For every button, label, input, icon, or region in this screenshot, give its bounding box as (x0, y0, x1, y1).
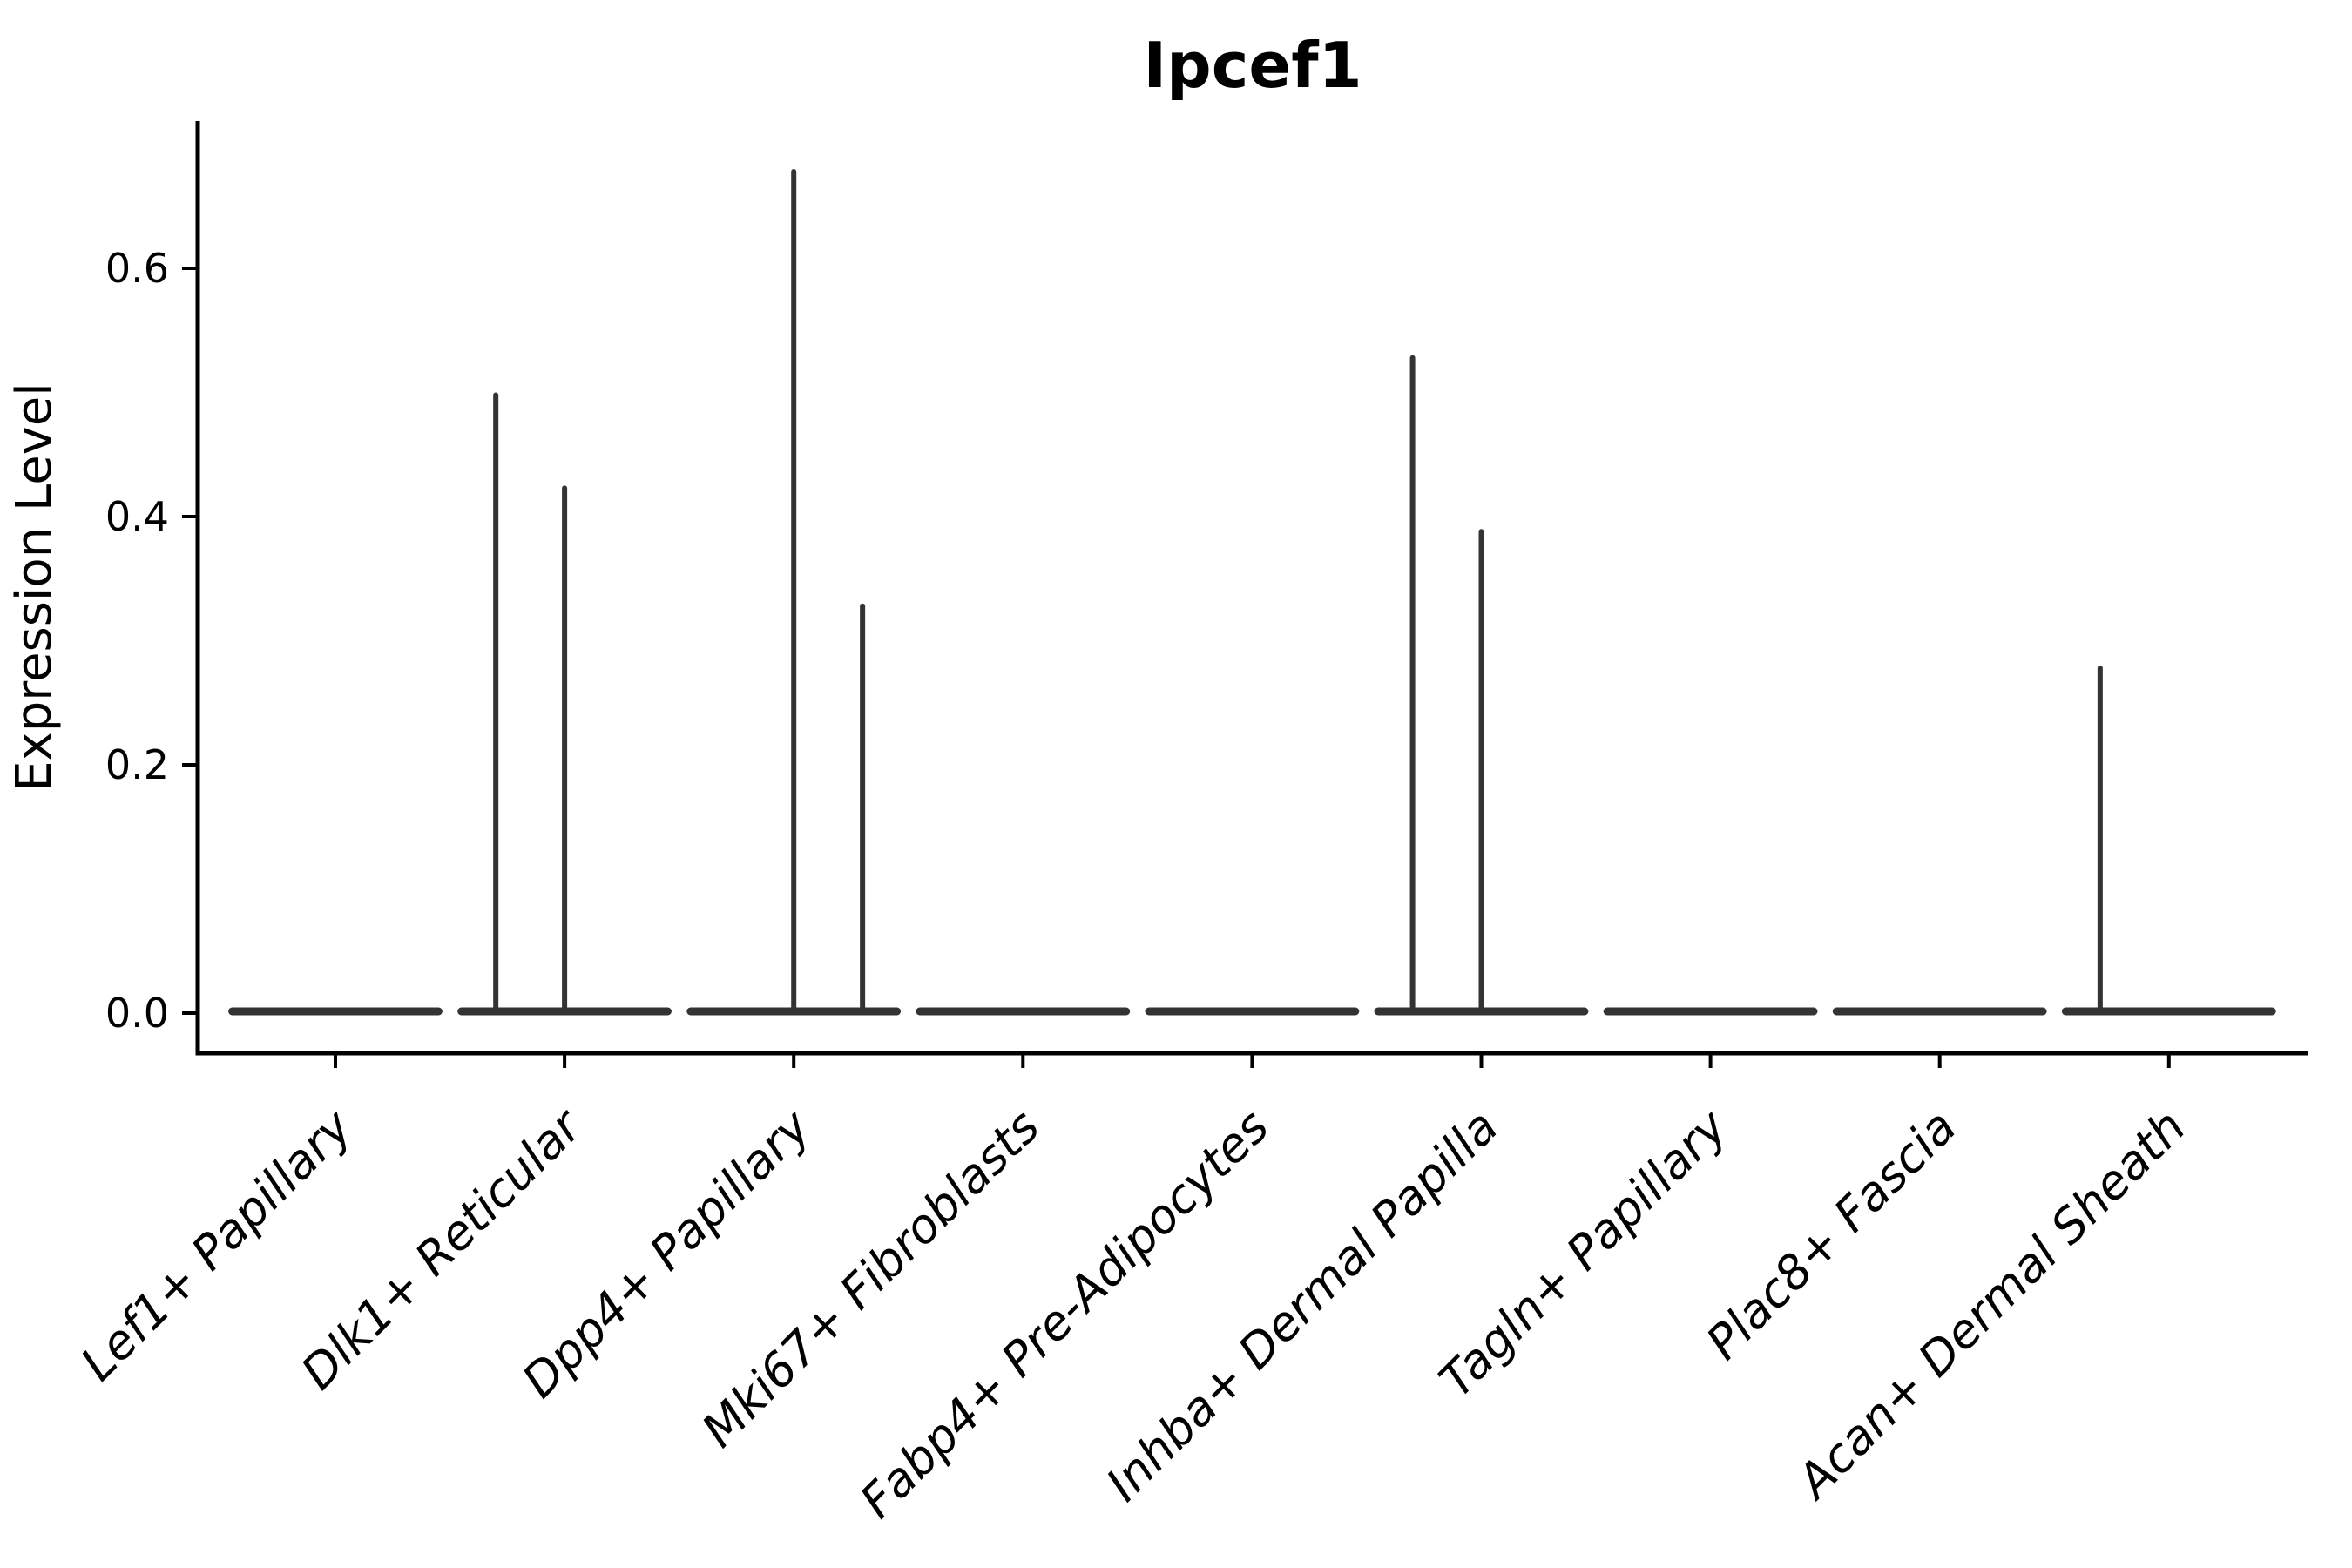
y-axis-ticks: 0.0 0.2 0.4 0.6 (105, 245, 198, 1037)
chart-title: Ipcef1 (1143, 29, 1362, 102)
y-axis-label: Expression Level (6, 382, 63, 792)
violin (686, 169, 902, 1016)
y-tick-label: 0.2 (105, 741, 169, 788)
x-tick-label: Inhba+ Dermal Papilla (1096, 1099, 1509, 1512)
violin (2061, 666, 2276, 1016)
x-tick-label: Fabp4+ Pre-Adipocytes (849, 1099, 1279, 1529)
y-tick-label: 0.0 (105, 990, 169, 1037)
violin (457, 392, 672, 1016)
y-tick-label: 0.4 (105, 493, 169, 540)
x-tick-label: Acan+ Dermal Sheath (1785, 1099, 2196, 1511)
violin (1374, 355, 1589, 1016)
violins-group (228, 169, 2276, 1016)
y-tick-label: 0.6 (105, 245, 169, 292)
